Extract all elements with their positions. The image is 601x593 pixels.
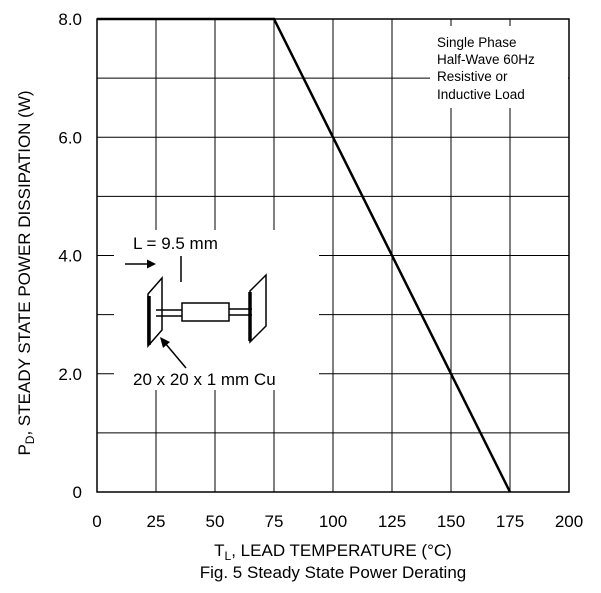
conditions-note-background: [430, 26, 568, 108]
y-tick-label-0: 0: [73, 483, 82, 502]
derating-curve-0: [97, 17, 512, 493]
lead-length-arrowhead-icon: [147, 259, 156, 269]
x-tick-labels: 0 25 50 75 100 125 150 175 200: [92, 512, 583, 531]
x-axis-title: TL, LEAD TEMPERATURE (°C): [214, 541, 452, 563]
conditions-line-3: Resistive or: [437, 69, 508, 84]
plot-frame: [96, 18, 570, 493]
x-tick-label-8: 200: [555, 512, 583, 531]
y-tick-label-3: 6.0: [58, 128, 82, 147]
x-tick-label-1: 25: [147, 512, 166, 531]
y-tick-label-2: 4.0: [58, 247, 82, 266]
heatsink-arrow: [164, 342, 187, 369]
y-tick-labels: 0 2.0 4.0 6.0 8.0: [58, 10, 82, 502]
figure-caption: Fig. 5 Steady State Power Derating: [200, 563, 466, 582]
conditions-line-1: Single Phase: [437, 35, 517, 50]
x-tick-label-0: 0: [92, 512, 101, 531]
conditions-note: Single Phase Half-Wave 60Hz Resistive or…: [430, 26, 568, 108]
x-tick-label-3: 75: [265, 512, 284, 531]
y-axis-title: PD, STEADY STATE POWER DISSIPATION (W): [15, 90, 37, 455]
series-layer: [97, 17, 512, 493]
heatsink-arrowhead-icon: [160, 337, 170, 348]
heatsink-label: 20 x 20 x 1 mm Cu: [133, 370, 276, 389]
x-tick-label-4: 100: [319, 512, 347, 531]
y-tick-label-4: 8.0: [58, 10, 82, 29]
mounting-inset: L = 9.5 mm 20 x 20 x 1 mm Cu: [114, 230, 319, 390]
x-tick-label-6: 150: [437, 512, 465, 531]
x-tick-label-2: 50: [206, 512, 225, 531]
conditions-line-2: Half-Wave 60Hz: [437, 52, 535, 67]
x-tick-label-5: 125: [378, 512, 406, 531]
x-tick-label-7: 175: [496, 512, 524, 531]
y-tick-label-1: 2.0: [58, 365, 82, 384]
conditions-line-4: Inductive Load: [437, 87, 525, 102]
lead-length-label: L = 9.5 mm: [133, 234, 218, 253]
diode-body-icon: [181, 302, 230, 322]
